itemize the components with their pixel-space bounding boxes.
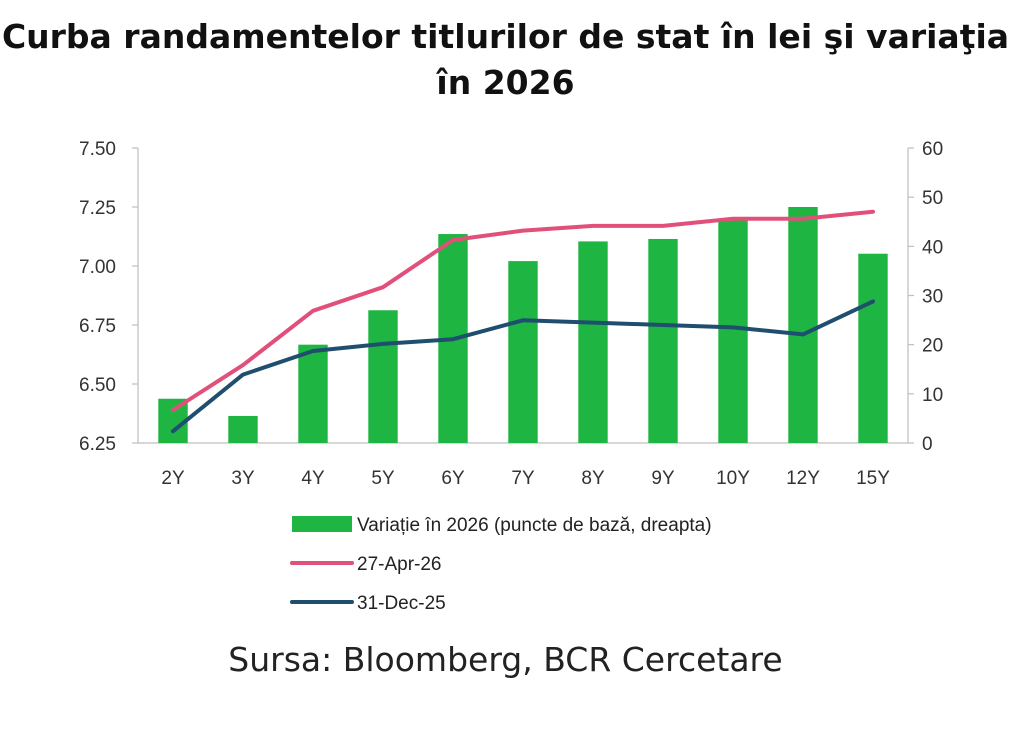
bar — [648, 238, 678, 443]
right-tick-label: 20 — [922, 336, 943, 357]
series-line-2 — [171, 299, 875, 434]
legend: Variație în 2026 (puncte de bază, dreapt… — [290, 515, 712, 614]
left-tick-label: 7.50 — [79, 139, 116, 160]
legend-label: 31-Dec-25 — [357, 593, 446, 614]
right-tick-label: 60 — [922, 139, 943, 160]
right-tick-label: 30 — [922, 287, 943, 308]
bar — [368, 310, 398, 443]
x-tick-label: 12Y — [786, 468, 820, 489]
x-tick-label: 10Y — [716, 468, 750, 489]
bar — [508, 261, 538, 443]
right-tick-label: 40 — [922, 237, 943, 258]
right-tick-label: 10 — [922, 385, 943, 406]
source-note: Sursa: Bloomberg, BCR Cercetare — [228, 640, 783, 679]
bar — [718, 219, 748, 443]
bar — [858, 253, 888, 443]
chart-title-line-2: în 2026 — [436, 63, 575, 102]
x-tick-label: 7Y — [511, 468, 535, 489]
left-tick-label: 7.00 — [79, 257, 116, 278]
bar — [788, 207, 818, 443]
left-tick-label: 6.50 — [79, 375, 116, 396]
bar — [298, 344, 328, 443]
right-tick-label: 50 — [922, 188, 943, 209]
series-line-1 — [171, 209, 875, 412]
x-tick-label: 3Y — [231, 468, 255, 489]
x-tick-label: 8Y — [581, 468, 605, 489]
bar — [228, 415, 258, 443]
bar — [578, 241, 608, 443]
legend-label: Variație în 2026 (puncte de bază, dreapt… — [357, 515, 712, 536]
left-tick-label: 6.25 — [79, 434, 116, 455]
right-tick-label: 0 — [922, 434, 933, 455]
left-tick-label: 6.75 — [79, 316, 116, 337]
x-tick-label: 9Y — [651, 468, 675, 489]
x-tick-label: 6Y — [441, 468, 465, 489]
x-tick-label: 15Y — [856, 468, 890, 489]
x-tick-label: 4Y — [301, 468, 325, 489]
tick-labels: 6.25 6.50 6.75 7.00 7.25 7.50 0 10 20 30 40 50 60 2Y 3… — [79, 139, 943, 489]
line-series — [171, 209, 875, 434]
legend-swatch-bar — [292, 516, 352, 532]
x-tick-label: 5Y — [371, 468, 395, 489]
bar-series — [158, 207, 888, 443]
left-tick-label: 7.25 — [79, 198, 116, 219]
x-tick-label: 2Y — [161, 468, 185, 489]
legend-label: 27-Apr-26 — [357, 554, 442, 575]
chart-title-line-1: Curba randamentelor titlurilor de stat î… — [1, 17, 1010, 56]
chart-title: Curba randamentelor titlurilor de stat î… — [0, 14, 1011, 106]
